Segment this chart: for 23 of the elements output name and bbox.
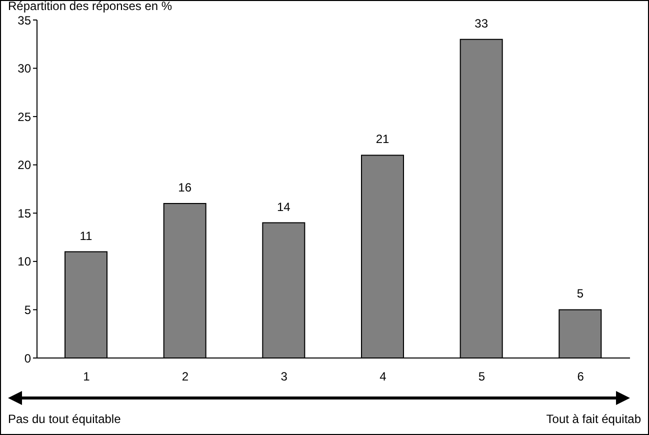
x-tick-label: 3 xyxy=(280,370,288,384)
data-label: 14 xyxy=(276,200,291,214)
x-tick-label: 1 xyxy=(83,370,90,384)
y-tick-label: 30 xyxy=(18,62,32,76)
data-label: 16 xyxy=(178,180,192,194)
y-tick-label: 25 xyxy=(18,110,32,124)
data-label: 21 xyxy=(376,132,390,146)
y-tick-label: 5 xyxy=(24,302,32,317)
x-tick-label: 2 xyxy=(182,370,189,384)
y-tick-label: 35 xyxy=(18,13,32,28)
y-tick-label: 10 xyxy=(18,254,32,269)
y-axis-title: Répartition des réponses en % xyxy=(8,0,172,13)
text: Tout à fait équitab xyxy=(546,412,641,426)
x-tick-label: 4 xyxy=(380,370,387,384)
x-tick-label: 6 xyxy=(577,370,584,384)
data-label: 11 xyxy=(80,228,93,243)
text: Pas du tout équitable xyxy=(8,412,121,426)
y-tick-label: 20 xyxy=(18,158,32,172)
y-tick-label: 0 xyxy=(24,351,32,366)
x-tick-label: 5 xyxy=(478,370,486,384)
data-label: 5 xyxy=(576,286,584,301)
y-tick-label: 15 xyxy=(18,206,32,220)
data-label: 33 xyxy=(474,16,488,30)
